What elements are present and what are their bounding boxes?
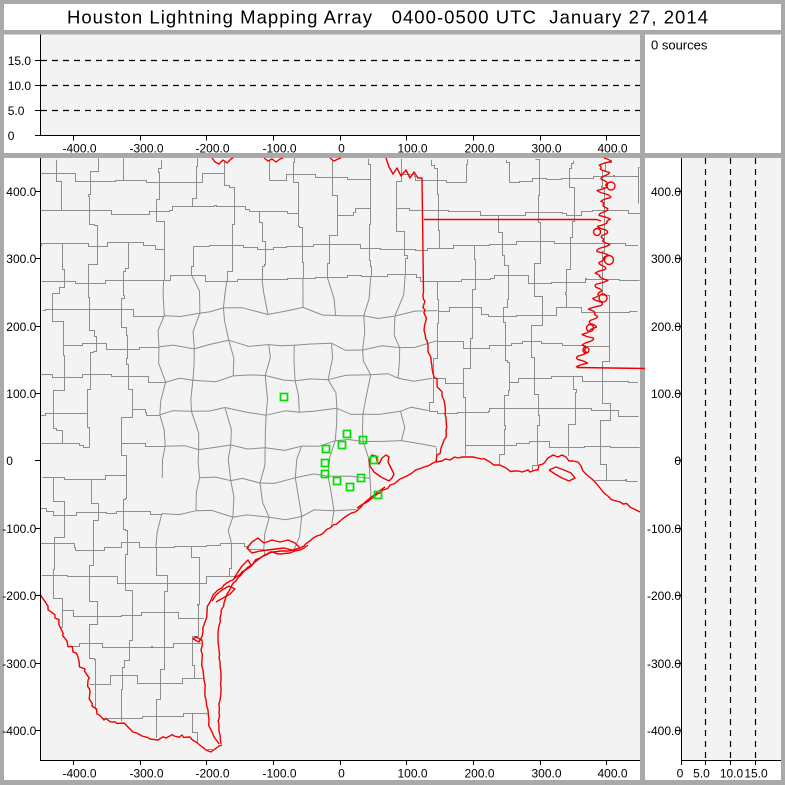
svg-text:15.0: 15.0 — [744, 767, 768, 781]
svg-text:0: 0 — [6, 454, 13, 468]
svg-text:-400.0: -400.0 — [62, 141, 96, 155]
svg-text:400.0: 400.0 — [597, 767, 627, 781]
svg-text:5.0: 5.0 — [693, 767, 710, 781]
svg-text:400.0: 400.0 — [597, 141, 627, 155]
svg-text:-100.0: -100.0 — [262, 767, 296, 781]
svg-text:-200.0: -200.0 — [2, 589, 36, 603]
svg-text:100.0: 100.0 — [397, 767, 427, 781]
svg-text:-100.0: -100.0 — [2, 522, 36, 536]
svg-text:100.0: 100.0 — [6, 387, 36, 401]
svg-text:-200.0: -200.0 — [647, 589, 681, 603]
svg-text:100.0: 100.0 — [651, 387, 681, 401]
svg-text:-200.0: -200.0 — [195, 141, 229, 155]
svg-text:-200.0: -200.0 — [195, 767, 229, 781]
svg-text:0: 0 — [338, 141, 345, 155]
svg-text:100.0: 100.0 — [397, 141, 427, 155]
svg-text:-300.0: -300.0 — [647, 657, 681, 671]
svg-text:-100.0: -100.0 — [647, 522, 681, 536]
svg-text:-400.0: -400.0 — [647, 724, 681, 738]
svg-text:200.0: 200.0 — [6, 320, 36, 334]
svg-text:300.0: 300.0 — [6, 252, 36, 266]
svg-text:0: 0 — [677, 767, 684, 781]
svg-text:-300.0: -300.0 — [129, 141, 163, 155]
svg-text:15.0: 15.0 — [8, 54, 32, 68]
svg-text:300.0: 300.0 — [531, 141, 561, 155]
svg-text:200.0: 200.0 — [651, 320, 681, 334]
svg-text:0 sources: 0 sources — [651, 38, 708, 53]
svg-text:300.0: 300.0 — [531, 767, 561, 781]
svg-text:0: 0 — [674, 454, 681, 468]
svg-text:200.0: 200.0 — [464, 141, 494, 155]
svg-text:200.0: 200.0 — [464, 767, 494, 781]
svg-text:-100.0: -100.0 — [262, 141, 296, 155]
svg-text:-400.0: -400.0 — [62, 767, 96, 781]
svg-text:-400.0: -400.0 — [2, 724, 36, 738]
svg-text:Houston Lightning Mapping Arra: Houston Lightning Mapping Array 0400-050… — [67, 7, 709, 28]
svg-text:400.0: 400.0 — [651, 185, 681, 199]
svg-text:10.0: 10.0 — [8, 79, 32, 93]
svg-text:0: 0 — [8, 129, 15, 143]
svg-text:-300.0: -300.0 — [129, 767, 163, 781]
svg-text:0: 0 — [338, 767, 345, 781]
svg-text:400.0: 400.0 — [6, 185, 36, 199]
svg-text:10.0: 10.0 — [720, 767, 744, 781]
svg-text:5.0: 5.0 — [8, 104, 25, 118]
svg-text:-300.0: -300.0 — [2, 657, 36, 671]
svg-text:300.0: 300.0 — [651, 252, 681, 266]
